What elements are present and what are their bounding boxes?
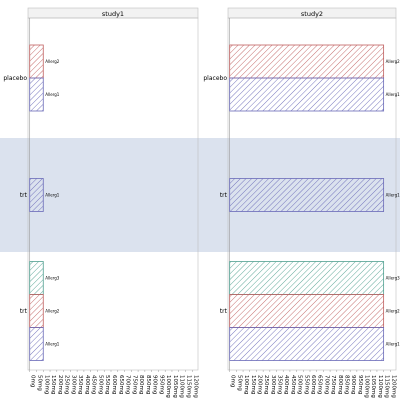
bar-allerg2 xyxy=(29,44,44,79)
x-tick-label: 100mg xyxy=(243,375,249,394)
bar-allerg1 xyxy=(29,178,44,212)
x-tick-label: 750mg xyxy=(330,375,336,394)
x-tick-label: 500mg xyxy=(97,375,103,394)
bar-label: Allerg1 xyxy=(45,92,60,97)
bar-label: Allerg2 xyxy=(386,59,400,64)
x-tick-label: 900mg xyxy=(152,375,158,394)
x-tick-label: 1050mg xyxy=(172,375,178,398)
group-label: placebo xyxy=(3,75,27,82)
x-tick-label: 1150mg xyxy=(186,375,192,398)
bar-allerg1 xyxy=(229,327,385,361)
x-tick-label: 0mg xyxy=(30,375,36,387)
bar-label: Allerg1 xyxy=(386,342,400,347)
x-tick-label: 0mg xyxy=(230,375,236,387)
x-tick-label: 950mg xyxy=(357,375,363,394)
x-tick-label: 1200mg xyxy=(390,375,396,398)
x-tick-label: 1000mg xyxy=(364,375,370,398)
x-tick-label: 650mg xyxy=(118,375,124,394)
x-tick-label: 1150mg xyxy=(384,375,390,398)
x-tick-label: 1100mg xyxy=(377,375,383,398)
bar-label: Allerg1 xyxy=(45,193,60,198)
x-tick-label: 800mg xyxy=(337,375,343,394)
x-tick-label: 950mg xyxy=(158,375,164,394)
x-tick-label: 650mg xyxy=(317,375,323,394)
x-tick-label: 700mg xyxy=(125,375,131,394)
bar-label: Allerg1 xyxy=(45,342,60,347)
x-tick-label: 1200mg xyxy=(192,375,198,398)
x-tick-label: 1050mg xyxy=(370,375,376,398)
bar-allerg3 xyxy=(29,261,44,295)
x-tick-label: 800mg xyxy=(138,375,144,394)
x-tick-label: 900mg xyxy=(350,375,356,394)
bar-label: Allerg2 xyxy=(386,309,400,314)
panel-strip-label: study1 xyxy=(102,10,124,18)
x-tick-label: 400mg xyxy=(84,375,90,394)
x-tick-label: 250mg xyxy=(263,375,269,394)
panel-strip-label: study2 xyxy=(301,10,323,18)
x-tick-label: 100mg xyxy=(43,375,49,394)
bar-label: Allerg3 xyxy=(45,276,60,281)
group-label: placebo xyxy=(203,75,227,82)
bar-allerg1 xyxy=(29,327,44,361)
x-tick-label: 350mg xyxy=(77,375,83,394)
x-tick-label: 50mg xyxy=(36,375,42,391)
x-tick-label: 1100mg xyxy=(179,375,185,398)
x-tick-label: 700mg xyxy=(323,375,329,394)
x-tick-label: 50mg xyxy=(236,375,242,391)
x-tick-label: 600mg xyxy=(310,375,316,394)
bar-label: Allerg1 xyxy=(386,193,400,198)
bar-allerg2 xyxy=(229,44,385,79)
bar-allerg2 xyxy=(229,294,385,328)
x-tick-label: 400mg xyxy=(283,375,289,394)
x-tick-label: 250mg xyxy=(64,375,70,394)
x-tick-label: 600mg xyxy=(111,375,117,394)
x-tick-label: 500mg xyxy=(297,375,303,394)
x-tick-label: 1000mg xyxy=(165,375,171,398)
x-tick-label: 150mg xyxy=(250,375,256,394)
bar-allerg1 xyxy=(229,178,385,212)
x-tick-label: 750mg xyxy=(131,375,137,394)
group-label: trt xyxy=(220,308,228,315)
x-tick-label: 850mg xyxy=(145,375,151,394)
bar-label: Allerg3 xyxy=(386,276,400,281)
x-tick-label: 850mg xyxy=(343,375,349,394)
panel-frame xyxy=(227,17,397,371)
bar-label: Allerg2 xyxy=(45,309,60,314)
panel-frame xyxy=(27,17,199,371)
bar-allerg3 xyxy=(229,261,385,295)
x-tick-label: 200mg xyxy=(57,375,63,394)
x-tick-label: 450mg xyxy=(290,375,296,394)
group-label: trt xyxy=(20,308,28,315)
group-label: trt xyxy=(20,192,28,199)
x-tick-label: 450mg xyxy=(91,375,97,394)
bar-allerg1 xyxy=(29,77,44,112)
bar-allerg1 xyxy=(229,77,385,112)
bar-label: Allerg1 xyxy=(386,92,400,97)
bar-label: Allerg2 xyxy=(45,59,60,64)
x-tick-label: 350mg xyxy=(277,375,283,394)
x-tick-label: 300mg xyxy=(70,375,76,394)
bar-allerg2 xyxy=(29,294,44,328)
group-label: trt xyxy=(220,192,228,199)
x-tick-label: 200mg xyxy=(256,375,262,394)
x-tick-label: 550mg xyxy=(104,375,110,394)
x-tick-label: 300mg xyxy=(270,375,276,394)
x-tick-label: 550mg xyxy=(303,375,309,394)
x-tick-label: 150mg xyxy=(50,375,56,394)
